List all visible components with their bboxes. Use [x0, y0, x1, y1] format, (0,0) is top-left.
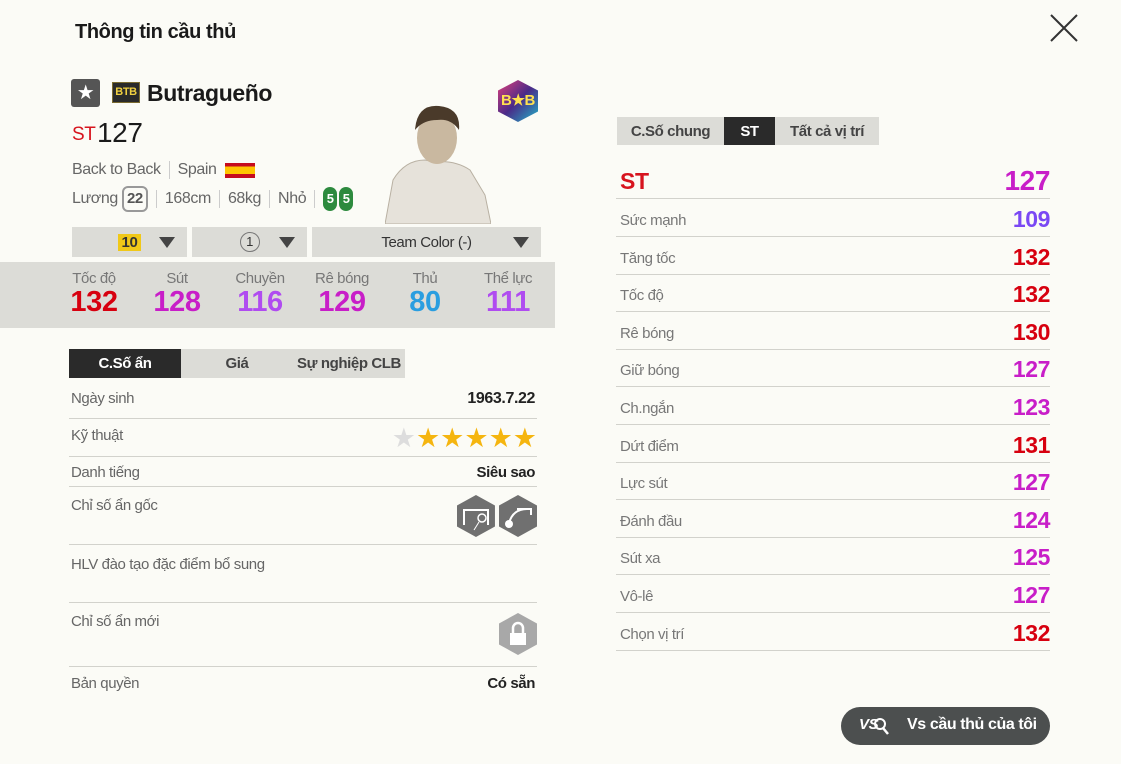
- chevron-down-icon: [513, 237, 529, 248]
- info-row-traits: Chỉ số ẩn gốc: [69, 495, 537, 545]
- info-row-skill: Kỹ thuật ★★★★★★: [69, 423, 537, 457]
- stat-pace: Tốc độ 132: [70, 270, 118, 318]
- stat-value: 127: [1012, 469, 1051, 496]
- right-foot-icon: 5: [339, 187, 354, 211]
- stat-value: 124: [1012, 506, 1051, 533]
- main-stats-bar: Tốc độ 132 Sút 128 Chuyền 116 Rê bóng 129 Th…: [0, 262, 555, 328]
- info-row-birth: Ngày sinh 1963.7.22: [69, 390, 537, 419]
- page-title: Thông tin cầu thủ: [75, 21, 236, 43]
- compare-my-player-button[interactable]: VS Vs cầu thủ của tôi: [841, 707, 1050, 745]
- stat-label: Vô-lê: [620, 588, 654, 605]
- lock-icon[interactable]: [499, 613, 537, 655]
- position-stat-row: Sút xa 125: [616, 537, 1051, 576]
- info-row-coach: HLV đào tạo đặc điểm bổ sung: [69, 556, 537, 603]
- stat-value: 132: [1012, 281, 1051, 308]
- position-stat-row: Lực sút 127: [616, 462, 1051, 501]
- stat-label: Rê bóng: [620, 324, 674, 342]
- season-badge: BTB: [112, 82, 140, 103]
- height: 168cm: [164, 190, 211, 207]
- position-stat-row: Vô-lê 127: [616, 575, 1050, 613]
- stat-passing: Chuyền 116: [235, 270, 285, 318]
- player-ovr: 127: [97, 117, 143, 148]
- stat-label: Chọn vị trí: [620, 625, 684, 643]
- team-color-select[interactable]: Team Color (-): [312, 227, 541, 257]
- stat-label: Tốc độ: [620, 287, 664, 305]
- info-row-new-traits: Chỉ số ẩn mới: [69, 613, 537, 667]
- player-photo: [385, 105, 491, 224]
- player-name: Butragueño: [147, 80, 273, 106]
- stat-defending: Thủ 80: [409, 270, 441, 318]
- spain-flag-icon: [224, 162, 255, 178]
- left-foot-icon: 5: [323, 187, 338, 211]
- position-stat-row: Ch.ngắn 123: [616, 387, 1050, 425]
- curve-shot-icon[interactable]: [499, 495, 537, 537]
- favorite-star-icon[interactable]: ★: [71, 79, 100, 107]
- stat-value: 131: [1012, 431, 1051, 458]
- salary-label: Lương: [72, 190, 118, 207]
- club-badge-icon: B★B: [498, 80, 538, 122]
- info-row-license: Bản quyền Có sẵn: [71, 675, 535, 692]
- skill-stars: ★★★★★★: [391, 423, 537, 453]
- position-stat-row: Rê bóng 130: [616, 312, 1050, 350]
- team-level-value: 1: [239, 232, 260, 252]
- stat-label: Giữ bóng: [620, 362, 680, 380]
- stat-label: Dứt điểm: [620, 437, 679, 455]
- stat-value: 130: [1012, 318, 1051, 345]
- stat-value: 125: [1012, 544, 1051, 571]
- tab-club-career[interactable]: Sự nghiệp CLB: [293, 349, 405, 378]
- body-type: Nhỏ: [278, 190, 307, 207]
- stat-value: 109: [1012, 206, 1051, 232]
- stat-label: Lực sút: [620, 475, 668, 493]
- tab-hidden-stats[interactable]: C.Số ẩn: [69, 349, 181, 378]
- stat-value: 132: [1012, 243, 1051, 270]
- tab-all-positions[interactable]: Tất cả vị trí: [775, 117, 879, 145]
- team-level-select[interactable]: 1: [192, 227, 307, 257]
- position-rating-row: ST 127: [616, 161, 1050, 199]
- position-stat-row: Sức mạnh 109: [616, 199, 1050, 237]
- stat-value: 123: [1012, 394, 1051, 420]
- position-stat-row: Giữ bóng 127: [616, 349, 1051, 388]
- salary-badge: 22: [121, 186, 148, 212]
- stat-shooting: Sút 128: [153, 270, 201, 318]
- position-stat-row: Chọn vị trí 132: [616, 613, 1050, 651]
- stat-value: 127: [1012, 582, 1051, 608]
- right-tabs: C.Số chung ST Tất cả vị trí: [617, 117, 879, 145]
- position-stat-row: Đánh đầu 124: [616, 500, 1050, 538]
- tab-price[interactable]: Giá: [181, 349, 293, 378]
- position-stat-row: Dứt điểm 131: [616, 425, 1050, 463]
- stat-label: Tăng tốc: [620, 249, 676, 267]
- close-icon[interactable]: [1048, 12, 1080, 44]
- player-position: ST: [72, 124, 96, 145]
- tab-st[interactable]: ST: [724, 117, 775, 145]
- stat-value: 127: [1012, 356, 1051, 383]
- stat-label: Đánh đầu: [620, 512, 682, 530]
- season-nation-line: Back to Back Spain: [72, 161, 255, 179]
- left-tabs: C.Số ẩn Giá Sự nghiệp CLB: [69, 349, 405, 378]
- stat-physical: Thể lực 111: [483, 270, 533, 318]
- magnifier-icon: [874, 718, 889, 735]
- position-stat-row: Tăng tốc 132: [616, 237, 1050, 275]
- vs-search-icon: VS: [859, 716, 879, 733]
- level-select[interactable]: 10: [72, 227, 187, 257]
- team-color-value: Team Color (-): [381, 233, 472, 251]
- stat-label: Sút xa: [620, 550, 661, 568]
- tab-general-stats[interactable]: C.Số chung: [617, 117, 724, 145]
- chevron-down-icon: [279, 237, 295, 248]
- stat-label: Ch.ngắn: [620, 400, 674, 417]
- weight: 68kg: [227, 190, 262, 207]
- stat-value: 132: [1012, 619, 1051, 646]
- stat-label: Sức mạnh: [620, 212, 687, 229]
- chevron-down-icon: [159, 237, 175, 248]
- season-name: Back to Back: [72, 161, 161, 178]
- goal-shot-icon[interactable]: [456, 495, 495, 537]
- position-stat-row: Tốc độ 132: [616, 274, 1051, 313]
- stat-dribbling: Rê bóng 129: [315, 270, 369, 318]
- info-row-fame: Danh tiếng Siêu sao: [69, 464, 537, 487]
- level-value: 10: [117, 233, 142, 251]
- nation: Spain: [177, 161, 217, 178]
- compare-label: Vs cầu thủ của tôi: [907, 716, 1037, 733]
